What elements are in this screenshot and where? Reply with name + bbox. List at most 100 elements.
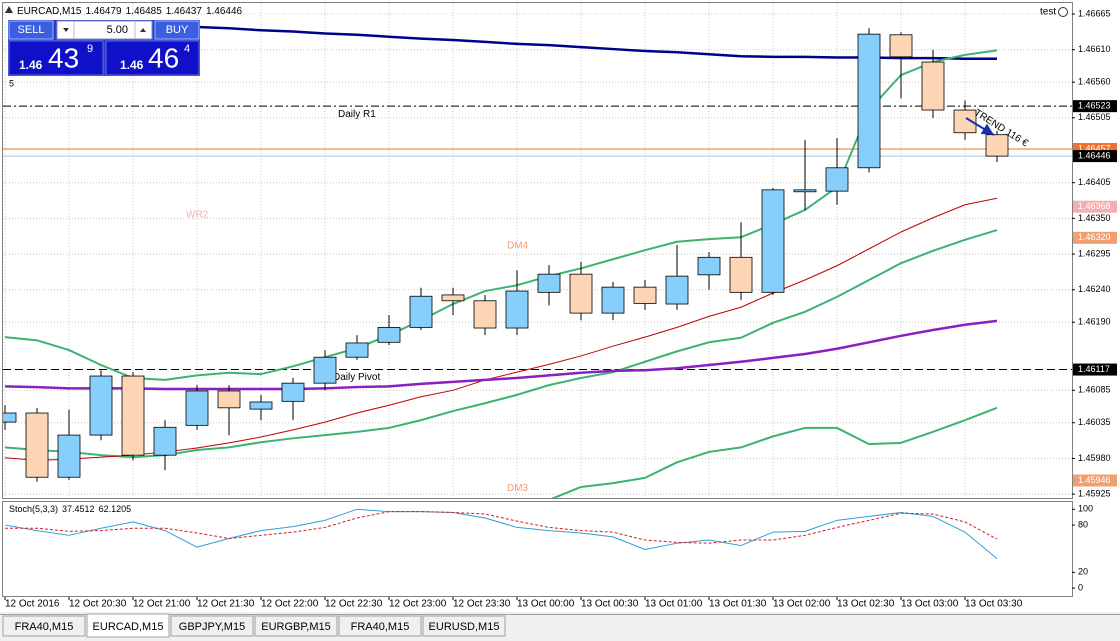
candle-body xyxy=(633,286,657,304)
candle-body xyxy=(857,33,881,169)
main-panel-frame xyxy=(2,2,1073,499)
x-tick-label: 12 Oct 21:30 xyxy=(197,599,255,610)
tab-label[interactable]: EURGBP,M15 xyxy=(261,621,331,633)
tab[interactable] xyxy=(254,615,338,637)
lot-value[interactable]: 5.00 xyxy=(107,24,128,36)
x-tick-label: 12 Oct 23:00 xyxy=(389,599,447,610)
candle-body xyxy=(185,390,209,426)
indicator-line xyxy=(551,406,998,498)
candle-body xyxy=(537,273,561,293)
candle-body xyxy=(793,189,817,193)
tab[interactable] xyxy=(338,615,422,637)
stoch-signal-value: 62.1205 xyxy=(99,504,132,514)
tab[interactable] xyxy=(2,615,86,637)
buy-price-pips: 46 xyxy=(148,42,179,73)
x-tick-label: 12 Oct 21:00 xyxy=(133,599,191,610)
buy-price-box[interactable] xyxy=(105,40,200,76)
candle-body xyxy=(3,412,17,423)
chart-background xyxy=(0,0,1120,612)
lot-up[interactable] xyxy=(140,28,146,32)
stoch-panel-frame xyxy=(2,501,1073,597)
x-tick-label: 13 Oct 00:30 xyxy=(581,599,639,610)
y-tick-label: 1.45925 xyxy=(1078,488,1111,498)
buy-price-point: 4 xyxy=(184,43,190,55)
level-name: DM4 xyxy=(507,240,529,251)
candle-layer xyxy=(3,28,1009,482)
x-tick-label: 13 Oct 03:00 xyxy=(901,599,959,610)
candle-body xyxy=(249,401,273,410)
grid-layer xyxy=(3,3,1072,498)
symbol: EURCAD,M15 xyxy=(17,6,82,17)
level-name: Daily R1 xyxy=(338,109,376,120)
x-tick-label: 13 Oct 01:00 xyxy=(645,599,703,610)
y-tick-label: 1.46085 xyxy=(1078,385,1111,395)
level-name: DM3 xyxy=(507,483,529,494)
candle-body xyxy=(825,167,849,192)
account-label: test xyxy=(1040,7,1056,18)
level-layer: Daily R1 WR2 DM4 Daily Pivot DM3 xyxy=(3,105,1072,494)
stoch-header: Stoch(5,3,3) 37.4512 62.1205 xyxy=(9,504,131,514)
y-tick-label: 1.46035 xyxy=(1078,417,1111,427)
level-price-label: 1.46457 xyxy=(1078,143,1111,153)
tab[interactable] xyxy=(170,615,254,637)
level-price-box xyxy=(1073,100,1117,113)
candle-body xyxy=(761,189,785,293)
tab-label[interactable]: EURUSD,M15 xyxy=(429,621,500,633)
y-tick-label: 1.46350 xyxy=(1078,213,1111,223)
stoch-layer xyxy=(4,508,998,559)
tab-label[interactable]: GBPJPY,M15 xyxy=(179,621,245,633)
tab[interactable] xyxy=(422,615,506,637)
candle-body xyxy=(505,290,529,329)
y-tick-label: 80 xyxy=(1078,519,1088,529)
tab-label[interactable]: EURCAD,M15 xyxy=(93,621,164,633)
tab-label[interactable]: FRA40,M15 xyxy=(351,621,410,633)
y-tick-label: 20 xyxy=(1078,567,1088,577)
lot-input[interactable] xyxy=(56,20,153,40)
x-tick-label: 12 Oct 20:30 xyxy=(69,599,127,610)
indicator-line xyxy=(4,508,998,559)
candle-body xyxy=(25,412,49,478)
buy-price-big: 1.46 xyxy=(120,58,144,72)
candle-body xyxy=(473,300,497,329)
indicator-line xyxy=(5,511,998,544)
sell-price-point: 9 xyxy=(87,43,93,55)
tab[interactable] xyxy=(86,613,170,638)
low-value: 1.46437 xyxy=(166,6,203,17)
axis-layer: 12 Oct 2016 12 Oct 20:30 12 Oct 21:00 12 Oc… xyxy=(4,8,1117,610)
candle-body xyxy=(569,273,593,314)
y-tick-label: 1.46665 xyxy=(1078,8,1111,18)
one-click-count: 5 xyxy=(9,78,14,88)
sell-button[interactable] xyxy=(8,20,54,40)
level-price-box xyxy=(1073,363,1117,376)
y-tick-label: 1.46190 xyxy=(1078,317,1111,327)
candle-body xyxy=(889,34,913,58)
y-tick-label: 1.46295 xyxy=(1078,248,1111,258)
level-name: Daily Pivot xyxy=(333,372,380,383)
buy-label[interactable]: BUY xyxy=(166,24,189,36)
candle-body xyxy=(921,61,945,111)
tab-label[interactable]: FRA40,M15 xyxy=(15,621,74,633)
sell-label[interactable]: SELL xyxy=(18,24,45,36)
candle-body xyxy=(281,382,305,402)
open-value: 1.46479 xyxy=(85,6,122,17)
candle-body xyxy=(313,356,337,384)
tab-layer: FRA40,M15 EURCAD,M15 GBPJPY,M15 EURGBP,M15 F… xyxy=(2,613,506,638)
x-tick-label: 13 Oct 02:30 xyxy=(837,599,895,610)
candle-body xyxy=(121,375,145,456)
level-price-label: 1.46117 xyxy=(1078,364,1110,374)
sell-price-box[interactable] xyxy=(8,40,104,76)
x-tick-label: 12 Oct 23:30 xyxy=(453,599,511,610)
candle-body xyxy=(377,326,401,343)
one-click-panel: SELL 5.00 BUY 1.46 43 9 1.46 46 4 xyxy=(8,20,200,76)
chart-header: EURCAD,M15 1.46479 1.46485 1.46437 1.46446 xyxy=(17,6,243,17)
high-value: 1.46485 xyxy=(126,6,163,17)
x-tick-label: 12 Oct 2016 xyxy=(5,599,60,610)
level-price-label: 1.46446 xyxy=(1078,150,1111,160)
buy-button[interactable] xyxy=(154,20,200,40)
level-price-box xyxy=(1073,150,1117,163)
close-value: 1.46446 xyxy=(206,6,243,17)
lot-down[interactable] xyxy=(63,28,69,32)
candle-body xyxy=(217,390,241,409)
level-price-label: 1.46523 xyxy=(1078,101,1111,111)
